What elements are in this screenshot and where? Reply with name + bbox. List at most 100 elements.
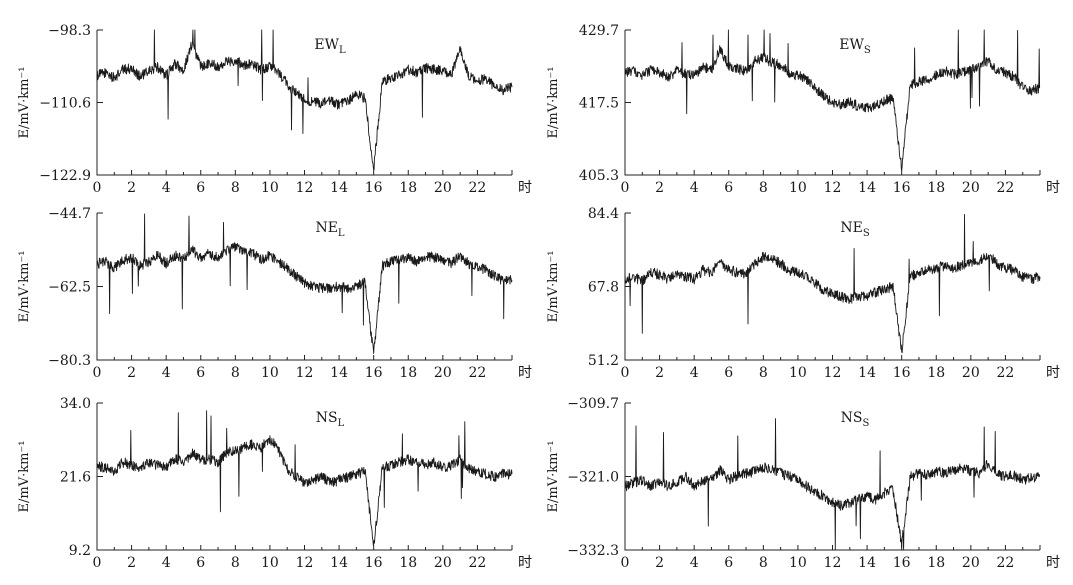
x-tick-label: 12	[296, 555, 314, 571]
panel-title-main: EW	[314, 37, 339, 53]
x-tick-label: 6	[196, 555, 205, 571]
x-tick-label: 20	[434, 555, 452, 571]
x-tick-label: 2	[127, 365, 136, 381]
panel-title-main: NE	[840, 220, 862, 236]
panel-title-main: NS	[316, 410, 338, 426]
x-tick-label: 12	[824, 555, 842, 571]
y-tick-label: −122.9	[39, 168, 91, 184]
x-tick-label: 22	[997, 180, 1015, 196]
x-tick-label: 2	[127, 555, 136, 571]
series-line	[624, 29, 1041, 171]
panel-title-subscript: S	[864, 45, 871, 56]
x-tick-label: 6	[724, 180, 733, 196]
x-tick-label: 18	[927, 555, 945, 571]
axis-frame	[96, 403, 512, 551]
chart-panel-ne-s: 84.4 67.8 51.20 2 4 6 8 10 12 14 16 18 20 22 时 E/mV·km⁻…	[546, 206, 1060, 381]
panel-title: EWS	[839, 37, 871, 56]
x-tick-label: 8	[231, 365, 240, 381]
chart-panel-ew-s: 429.7 417.5 405.30 2 4 6 8 10 12 14 16 18 20 22 时 E/mV·…	[546, 23, 1060, 196]
x-tick-label: 0	[93, 365, 102, 381]
panel-title: NES	[840, 220, 869, 239]
y-tick-label: 429.7	[579, 23, 619, 39]
x-tick-label: 10	[261, 555, 279, 571]
panel-title-main: NE	[315, 220, 337, 236]
x-unit-label: 时	[518, 365, 532, 381]
x-tick-label: 10	[261, 180, 279, 196]
panel-title-subscript: L	[338, 228, 345, 239]
x-tick-label: 12	[824, 365, 842, 381]
x-tick-label: 18	[399, 180, 417, 196]
x-tick-label: 20	[434, 180, 452, 196]
y-tick-label: −321.0	[567, 470, 619, 486]
x-tick-label: 6	[196, 180, 205, 196]
x-tick-label: 8	[231, 180, 240, 196]
x-tick-label: 10	[789, 365, 807, 381]
panel-title: NSL	[316, 410, 345, 429]
axis-frame	[624, 213, 1040, 361]
panel-title-subscript: L	[338, 418, 345, 429]
panel-title-main: NS	[841, 410, 863, 426]
panel-title-subscript: S	[862, 418, 869, 429]
x-tick-label: 14	[858, 555, 876, 571]
x-tick-label: 14	[330, 555, 348, 571]
panels: −98.3−110.6−122.90 2 4 6 8 10 12 14 16 18 20 22 时E/m…	[17, 23, 1060, 571]
x-tick-label: 14	[330, 365, 348, 381]
x-tick-label: 2	[127, 180, 136, 196]
x-tick-label: 4	[690, 180, 699, 196]
x-tick-label: 4	[162, 365, 171, 381]
x-tick-label: 2	[655, 365, 664, 381]
chart-panel-ew-l: −98.3 −110.6 −122.90 2 4 6 8 10 12 14 16 18 20 22 时 E/m…	[17, 23, 532, 196]
x-tick-label: 0	[621, 365, 630, 381]
x-unit-label: 时	[518, 180, 532, 196]
x-tick-label: 16	[893, 180, 911, 196]
x-unit-label: 时	[1046, 180, 1060, 196]
x-unit-label: 时	[518, 555, 532, 571]
x-tick-label: 18	[927, 365, 945, 381]
y-tick-label: −110.6	[39, 96, 91, 112]
x-tick-label: 22	[469, 555, 487, 571]
panel-title-main: EW	[839, 37, 864, 53]
y-tick-label: −80.3	[48, 353, 91, 369]
x-tick-label: 0	[93, 180, 102, 196]
y-tick-label: 51.2	[588, 353, 619, 369]
y-tick-label: −309.7	[567, 396, 619, 412]
x-tick-label: 10	[789, 555, 807, 571]
y-tick-label: 34.0	[60, 396, 91, 412]
x-tick-label: 8	[759, 180, 768, 196]
x-tick-label: 16	[893, 365, 911, 381]
x-unit-label: 时	[1046, 365, 1060, 381]
x-tick-label: 2	[655, 180, 664, 196]
x-tick-label: 6	[724, 365, 733, 381]
x-tick-label: 12	[824, 180, 842, 196]
y-axis-label: E/mV·km⁻¹	[546, 67, 561, 139]
x-tick-label: 18	[399, 365, 417, 381]
x-tick-label: 4	[690, 555, 699, 571]
axis-frame	[624, 403, 1040, 551]
y-tick-label: 405.3	[579, 168, 619, 184]
y-axis-label: E/mV·km⁻¹	[546, 251, 561, 323]
x-tick-label: 8	[759, 365, 768, 381]
y-tick-label: 21.6	[60, 470, 91, 486]
panel-title: NEL	[315, 220, 344, 239]
x-tick-label: 22	[469, 365, 487, 381]
x-tick-label: 20	[962, 555, 980, 571]
x-tick-label: 22	[997, 555, 1015, 571]
series-line	[624, 213, 1041, 354]
y-tick-label: −98.3	[48, 23, 91, 39]
x-tick-label: 18	[927, 180, 945, 196]
x-tick-label: 16	[893, 555, 911, 571]
x-tick-label: 4	[690, 365, 699, 381]
x-tick-label: 18	[399, 555, 417, 571]
series-line	[96, 29, 513, 171]
y-axis-label: E/mV·km⁻¹	[546, 441, 561, 513]
x-tick-label: 4	[162, 555, 171, 571]
series-line	[96, 213, 513, 354]
x-tick-label: 14	[858, 180, 876, 196]
x-tick-label: 20	[962, 180, 980, 196]
y-tick-label: −332.3	[567, 543, 619, 559]
x-tick-label: 8	[759, 555, 768, 571]
panel-title-subscript: S	[863, 228, 870, 239]
series-line	[96, 410, 513, 546]
x-tick-label: 20	[434, 365, 452, 381]
